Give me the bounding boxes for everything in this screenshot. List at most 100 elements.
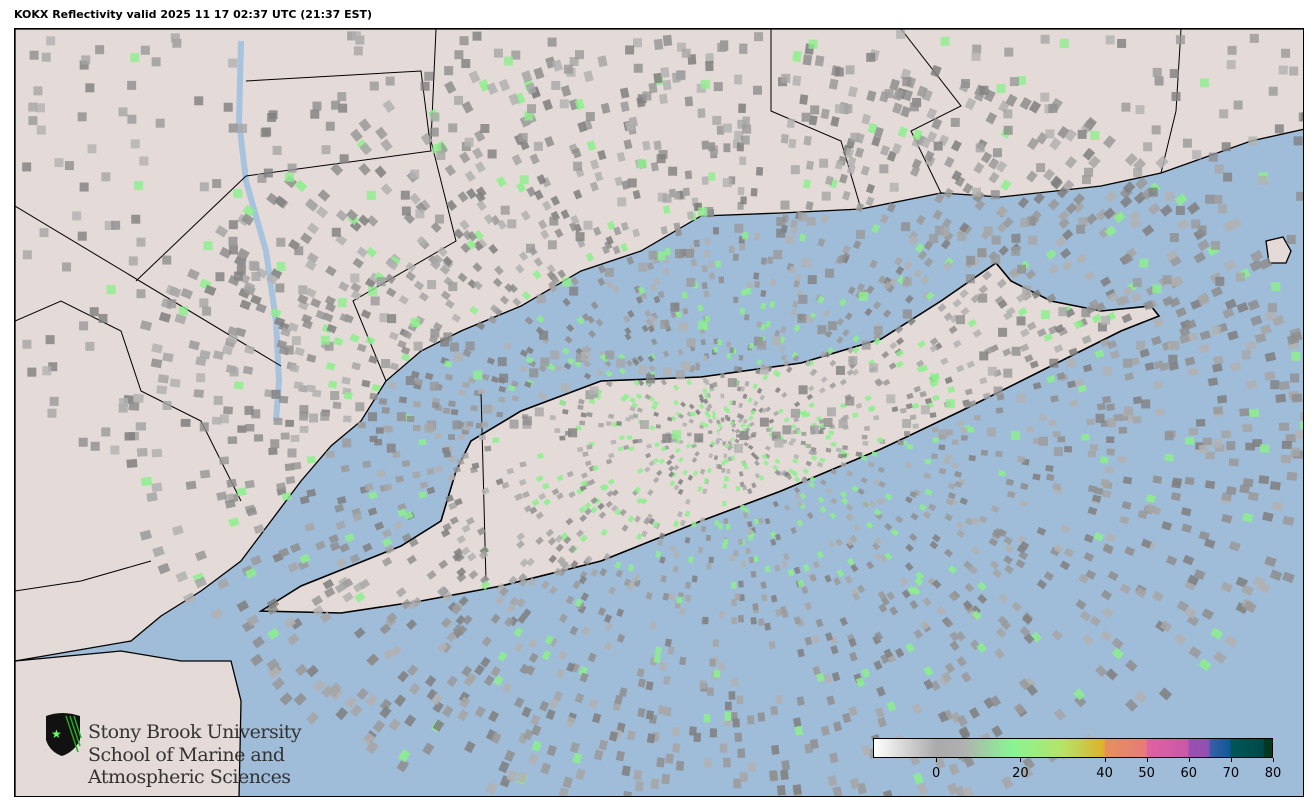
radar-echo <box>737 748 746 758</box>
radar-echo <box>1162 275 1172 285</box>
radar-echo <box>1082 363 1093 373</box>
radar-echo <box>461 59 471 69</box>
radar-echo <box>368 355 378 364</box>
radar-echo <box>376 277 386 287</box>
radar-echo <box>583 372 592 380</box>
radar-echo <box>729 347 734 354</box>
radar-echo <box>826 407 836 417</box>
radar-echo <box>916 365 925 373</box>
radar-echo <box>442 447 450 454</box>
radar-echo <box>1057 125 1070 139</box>
radar-echo <box>519 663 530 675</box>
radar-echo <box>1052 482 1062 491</box>
radar-echo <box>761 407 768 414</box>
radar-echo <box>720 393 725 399</box>
radar-echo <box>1199 330 1211 341</box>
radar-echo <box>744 314 750 321</box>
radar-echo <box>712 226 720 235</box>
radar-echo <box>424 71 434 81</box>
radar-echo <box>597 149 607 161</box>
radar-echo <box>490 375 499 384</box>
radar-echo <box>481 373 490 381</box>
radar-echo <box>33 86 43 96</box>
radar-echo <box>980 449 989 456</box>
radar-echo <box>647 489 654 496</box>
radar-echo <box>1094 349 1105 359</box>
radar-echo <box>892 102 903 115</box>
radar-echo <box>912 128 923 141</box>
radar-echo <box>525 356 534 364</box>
radar-echo <box>825 435 831 440</box>
radar-echo <box>522 490 531 499</box>
radar-echo <box>690 364 696 372</box>
radar-echo <box>702 377 708 384</box>
radar-echo <box>739 243 746 251</box>
radar-echo <box>1175 205 1185 215</box>
radar-echo <box>739 307 746 315</box>
radar-echo <box>738 594 745 602</box>
radar-echo <box>685 498 691 505</box>
radar-echo <box>760 323 766 331</box>
radar-map[interactable] <box>14 28 1304 797</box>
radar-echo <box>663 706 672 717</box>
radar-echo <box>970 546 981 556</box>
radar-echo <box>401 206 411 216</box>
radar-echo <box>478 79 491 92</box>
radar-echo <box>1084 167 1094 177</box>
radar-echo <box>157 374 169 384</box>
radar-echo <box>637 438 643 444</box>
radar-echo <box>978 515 988 524</box>
radar-echo <box>459 219 470 231</box>
radar-echo <box>1299 420 1303 430</box>
radar-echo <box>1026 170 1038 183</box>
radar-echo <box>648 250 658 260</box>
radar-echo <box>560 560 569 569</box>
radar-echo <box>1047 198 1060 211</box>
radar-echo <box>360 309 372 319</box>
radar-echo <box>436 641 448 653</box>
radar-echo <box>773 250 783 260</box>
radar-echo <box>812 665 821 676</box>
radar-echo <box>304 522 316 532</box>
radar-echo <box>684 536 691 544</box>
radar-echo <box>970 257 981 268</box>
radar-echo <box>1223 259 1237 271</box>
radar-echo <box>731 422 737 429</box>
radar-echo <box>662 79 672 91</box>
radar-echo <box>1275 393 1287 403</box>
radar-echo <box>995 450 1003 457</box>
radar-echo <box>300 232 313 245</box>
radar-echo <box>1181 523 1193 534</box>
radar-echo <box>608 586 617 595</box>
radar-echo <box>1247 299 1260 311</box>
radar-echo <box>919 390 927 398</box>
radar-echo <box>845 396 855 406</box>
radar-echo <box>747 281 753 289</box>
radar-echo <box>533 141 543 151</box>
radar-echo <box>852 592 861 601</box>
radar-echo <box>943 156 955 168</box>
radar-echo <box>733 778 742 789</box>
radar-echo <box>1152 67 1162 77</box>
radar-echo <box>691 521 697 528</box>
radar-echo <box>1074 694 1087 708</box>
radar-echo <box>320 411 330 421</box>
radar-echo <box>266 597 280 610</box>
radar-echo <box>401 533 412 543</box>
radar-echo <box>325 302 336 313</box>
radar-echo <box>1130 292 1143 303</box>
radar-echo <box>549 414 556 421</box>
radar-echo <box>698 320 708 330</box>
radar-echo <box>328 534 340 544</box>
radar-echo <box>380 138 393 152</box>
radar-echo <box>706 563 712 570</box>
radar-echo <box>646 443 652 449</box>
radar-echo <box>1155 155 1169 169</box>
radar-echo <box>500 205 510 215</box>
radar-echo <box>697 108 706 118</box>
radar-echo <box>297 293 309 305</box>
radar-echo <box>188 340 200 351</box>
radar-echo <box>469 305 479 315</box>
svg-text:★: ★ <box>51 727 62 741</box>
radar-echo <box>982 392 991 400</box>
